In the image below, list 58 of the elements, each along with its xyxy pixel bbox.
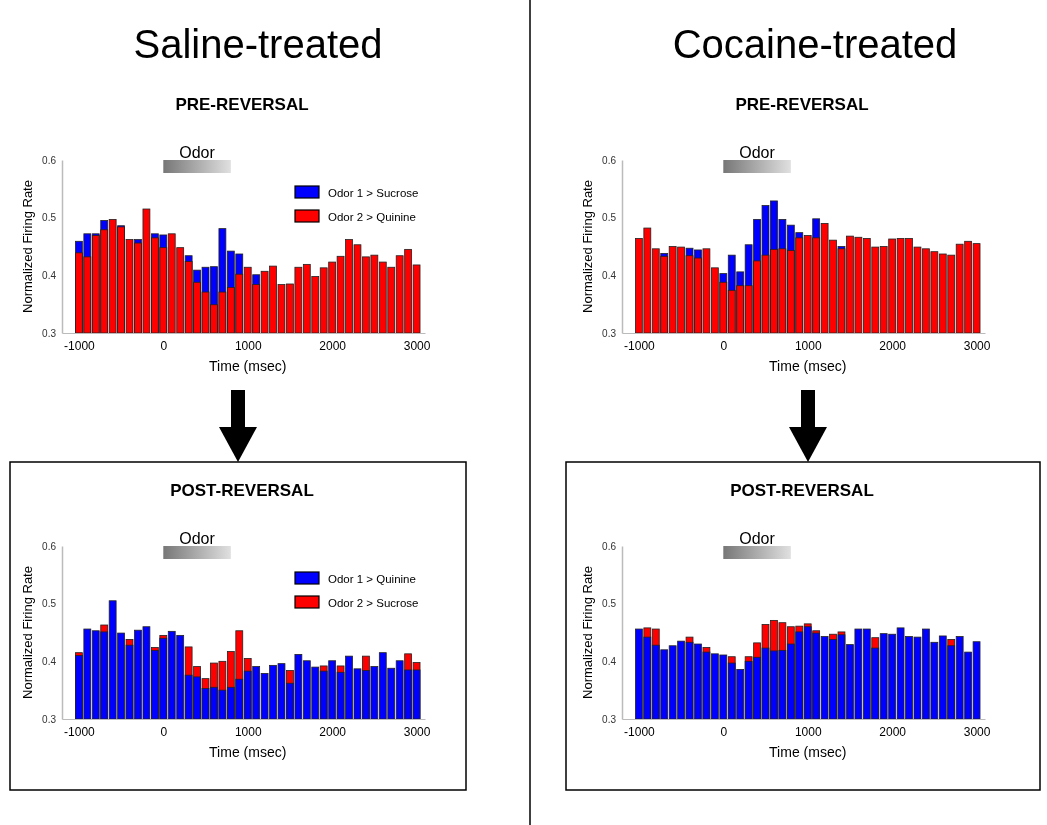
y-tick-label: 0.3 xyxy=(42,713,57,725)
x-tick-label: -1000 xyxy=(624,338,656,353)
x-tick-label: 1000 xyxy=(794,338,822,353)
x-axis-title: Time (msec) xyxy=(769,744,847,760)
y-tick-label: 0.5 xyxy=(42,212,57,224)
x-tick-label: 3000 xyxy=(963,338,991,353)
y-axis-title: Normalized Firing Rate xyxy=(20,180,35,313)
y-tick-label: 0.3 xyxy=(602,713,617,725)
x-tick-label: 3000 xyxy=(403,724,431,739)
x-tick-label: 2000 xyxy=(879,338,907,353)
x-axis-title: Time (msec) xyxy=(769,358,847,374)
x-tick-label: 1000 xyxy=(234,724,262,739)
legend-label: Odor 2 > Sucrose xyxy=(328,597,419,609)
x-tick-label: 2000 xyxy=(319,338,347,353)
y-tick-label: 0.4 xyxy=(602,656,617,668)
y-tick-label: 0.5 xyxy=(602,212,617,224)
legend-label: Odor 1 > Quinine xyxy=(328,573,416,585)
band-label: Odor xyxy=(179,144,216,161)
y-axis-title: Normalized Firing Rate xyxy=(20,566,35,699)
y-tick-label: 0.5 xyxy=(42,598,57,610)
y-tick-label: 0.6 xyxy=(602,540,617,552)
x-tick-label: 1000 xyxy=(234,338,262,353)
x-tick-label: 2000 xyxy=(879,724,907,739)
x-tick-label: 0 xyxy=(160,338,168,353)
x-axis-title: Time (msec) xyxy=(209,358,287,374)
x-tick-label: -1000 xyxy=(64,724,96,739)
band-label: Odor xyxy=(739,530,776,547)
x-tick-label: 2000 xyxy=(319,724,347,739)
x-tick-label: 3000 xyxy=(403,338,431,353)
legend-label: Odor 2 > Quinine xyxy=(328,211,416,223)
y-tick-label: 0.6 xyxy=(602,154,617,166)
y-tick-label: 0.5 xyxy=(602,598,617,610)
y-tick-label: 0.3 xyxy=(602,327,617,339)
legend-label: Odor 1 > Sucrose xyxy=(328,187,419,199)
chart-title: POST-REVERSAL xyxy=(170,481,314,500)
band-label: Odor xyxy=(739,144,776,161)
x-tick-label: 0 xyxy=(160,724,168,739)
chart-title: PRE-REVERSAL xyxy=(735,95,869,114)
chart-title: PRE-REVERSAL xyxy=(175,95,309,114)
chart-title: POST-REVERSAL xyxy=(730,481,874,500)
band-label: Odor xyxy=(179,530,216,547)
x-axis-title: Time (msec) xyxy=(209,744,287,760)
y-axis-title: Normalized Firing Rate xyxy=(580,566,595,699)
x-tick-label: 0 xyxy=(720,724,728,739)
y-tick-label: 0.6 xyxy=(42,154,57,166)
text: Cocaine-treated xyxy=(672,22,958,66)
x-tick-label: 3000 xyxy=(963,724,991,739)
y-tick-label: 0.3 xyxy=(42,327,57,339)
x-tick-label: 0 xyxy=(720,338,728,353)
x-tick-label: -1000 xyxy=(624,724,656,739)
y-tick-label: 0.4 xyxy=(42,656,57,668)
x-tick-label: -1000 xyxy=(64,338,96,353)
x-tick-label: 1000 xyxy=(794,724,822,739)
y-axis-title: Normalized Firing Rate xyxy=(580,180,595,313)
y-tick-label: 0.6 xyxy=(42,540,57,552)
text: Saline-treated xyxy=(133,22,383,66)
y-tick-label: 0.4 xyxy=(42,270,57,282)
y-tick-label: 0.4 xyxy=(602,270,617,282)
